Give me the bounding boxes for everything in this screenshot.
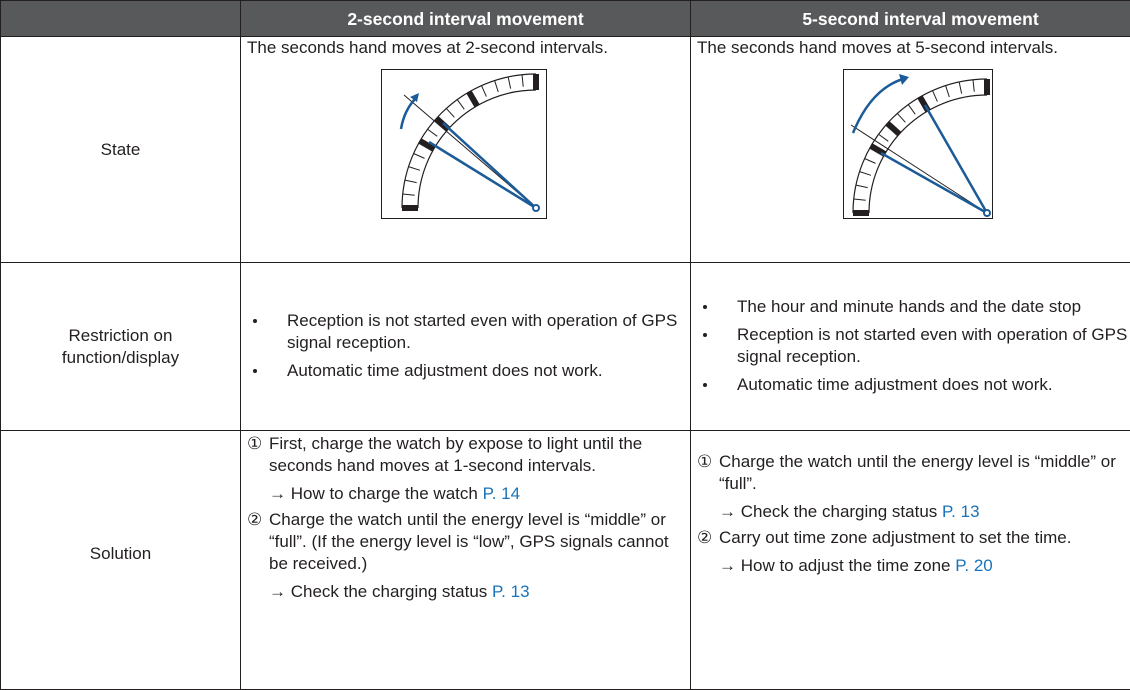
- dial-tick: [959, 82, 961, 94]
- bullet-text: Reception is not started even with opera…: [287, 311, 677, 352]
- row-label: Restriction on function/display: [1, 263, 241, 431]
- cell: The hour and minute hands and the date s…: [691, 263, 1130, 431]
- reference-text: → Check the charging status: [719, 502, 937, 521]
- dial-tick: [414, 153, 425, 158]
- reference-text: → How to adjust the time zone: [719, 556, 951, 575]
- step-text: Charge the watch until the energy level …: [269, 509, 684, 575]
- bullet-text: Reception is not started even with opera…: [737, 325, 1127, 366]
- step-marker: ①: [247, 433, 269, 477]
- dial-tick: [446, 108, 454, 117]
- bullet-item: Automatic time adjustment does not work.: [247, 360, 684, 382]
- header-row: 2-second interval movement 5-second inte…: [1, 1, 1130, 37]
- diagram-frame: [844, 70, 993, 219]
- body: 2-second interval movement 5-second inte…: [0, 0, 1130, 664]
- restriction-row: Restriction on function/display Receptio…: [1, 263, 1130, 431]
- reference-text: → Check the charging status: [269, 582, 487, 601]
- dial-tick: [409, 167, 420, 171]
- guide-line: [851, 125, 987, 213]
- dial-tick: [481, 86, 486, 97]
- arrow-head: [899, 74, 909, 85]
- label-text: State: [101, 139, 141, 161]
- bullet-item: Automatic time adjustment does not work.: [697, 374, 1130, 396]
- page: Interval movement {"table": { "headers":…: [0, 0, 1130, 664]
- dial-tick: [495, 81, 499, 92]
- page-link[interactable]: P. 20: [955, 556, 993, 575]
- dial-tick: [865, 158, 876, 163]
- dial-tick: [879, 134, 889, 141]
- hand-line: [429, 142, 536, 208]
- step-text: Carry out time zone adjustment to set th…: [719, 527, 1071, 549]
- bullet-item: Reception is not started even with opera…: [247, 310, 684, 354]
- reference: → How to adjust the time zone P. 20: [697, 555, 1130, 577]
- step-text: First, charge the watch by expose to lig…: [269, 433, 684, 477]
- bullet-dot: [703, 383, 707, 387]
- row-label: State: [1, 37, 241, 263]
- dial-tick: [973, 80, 974, 92]
- dial-tick: [428, 129, 438, 136]
- dial-tick: [932, 91, 937, 102]
- header-cell: 5-second interval movement: [691, 1, 1130, 37]
- pivot: [984, 210, 990, 216]
- cell-text: The seconds hand moves at 2-second inter…: [247, 37, 684, 59]
- bullet-text: Automatic time adjustment does not work.: [737, 375, 1053, 394]
- label-text: Solution: [90, 543, 151, 565]
- diagram-2s: [381, 69, 547, 219]
- hand-line: [443, 123, 536, 208]
- pivot: [533, 205, 539, 211]
- dial-tick: [860, 172, 871, 176]
- reference-text: → How to charge the watch: [269, 484, 478, 503]
- dial-tick: [405, 180, 417, 182]
- bullet-dot: [703, 333, 707, 337]
- dial-tick: [946, 86, 950, 97]
- row-label: Solution: [1, 431, 241, 690]
- dial-tick: [508, 77, 510, 89]
- dial-tick: [469, 92, 477, 106]
- dial-tick: [522, 75, 523, 87]
- dial-tick: [854, 199, 866, 200]
- step-marker: ①: [697, 451, 719, 495]
- state-row: State The seconds hand moves at 2-second…: [1, 37, 1130, 263]
- reference: → How to charge the watch P. 14: [247, 483, 684, 505]
- bullet-text: Automatic time adjustment does not work.: [287, 361, 603, 380]
- dial-tick: [403, 194, 415, 195]
- bullet-item: The hour and minute hands and the date s…: [697, 296, 1130, 318]
- page-link[interactable]: P. 13: [492, 582, 530, 601]
- bullet-text: The hour and minute hands and the date s…: [737, 297, 1081, 316]
- label-text: Restriction on function/display: [46, 325, 196, 369]
- dial-tick: [908, 105, 915, 115]
- dial-tick: [856, 185, 868, 187]
- bullet-dot: [253, 319, 257, 323]
- diagram-5s: [843, 69, 993, 219]
- dial-tick: [457, 100, 464, 110]
- bullet-dot: [253, 369, 257, 373]
- motion-arrow: [853, 79, 903, 133]
- bullet-item: Reception is not started even with opera…: [697, 324, 1130, 368]
- corner-cell: [1, 1, 241, 37]
- dial-ring: [402, 74, 536, 208]
- motion-arrow: [401, 99, 415, 129]
- cell: Reception is not started even with opera…: [241, 263, 691, 431]
- step-text: Charge the watch until the energy level …: [719, 451, 1130, 495]
- dial-tick: [897, 113, 905, 122]
- reference: → Check the charging status P. 13: [697, 501, 1130, 523]
- step-marker: ②: [247, 509, 269, 575]
- reference: → Check the charging status P. 13: [247, 581, 684, 603]
- cell: The seconds hand moves at 5-second inter…: [691, 37, 1130, 263]
- cell-text: The seconds hand moves at 5-second inter…: [697, 37, 1130, 59]
- cell: The seconds hand moves at 2-second inter…: [241, 37, 691, 263]
- header-cell: 2-second interval movement: [241, 1, 691, 37]
- page-link[interactable]: P. 14: [483, 484, 521, 503]
- dial-tick: [887, 123, 899, 134]
- page-link[interactable]: P. 13: [942, 502, 980, 521]
- bullet-dot: [703, 305, 707, 309]
- step-marker: ②: [697, 527, 719, 549]
